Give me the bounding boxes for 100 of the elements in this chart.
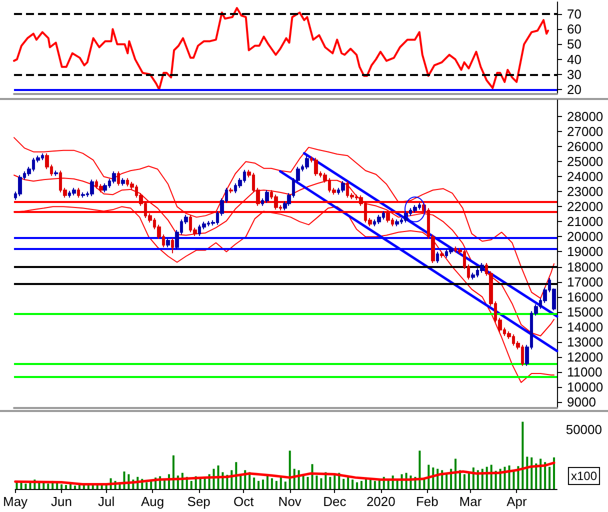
bar [374,480,376,489]
x-tick-label: Sep [187,494,210,509]
bar [356,482,358,489]
bar [418,450,421,489]
candlestick [229,187,233,194]
candlestick [103,182,107,193]
y-tick-label: 17000 [567,274,604,290]
bar [360,480,363,489]
bar [540,458,542,489]
y-tick-label: 25000 [567,154,604,170]
bar [258,480,260,489]
x-tick-label: Aug [141,494,164,509]
candlestick [54,170,58,176]
bar [150,480,152,489]
y-tick-label: 16000 [567,289,604,304]
bar [235,462,238,489]
y-tick-label: 40 [567,52,582,67]
bar [342,478,345,489]
candlestick [440,251,444,258]
bar [288,450,291,489]
bar [74,486,76,489]
candlestick [166,238,170,248]
bar [172,455,174,489]
x-tick-label: 2020 [366,494,396,509]
bar [38,482,40,489]
bar [284,482,286,489]
bar [306,476,309,489]
bar [526,456,528,489]
x-tick-label: Nov [278,494,302,509]
bar [146,482,148,489]
bar [320,478,322,489]
candlestick [99,184,103,193]
candlestick [90,179,94,197]
x-tick-label: Dec [323,494,347,509]
x-tick-label: Apr [506,494,528,509]
y-tick-label: 20000 [567,229,604,244]
bar [329,476,332,489]
y-tick-label: 28000 [567,109,604,124]
candlestick [314,157,318,176]
bar [316,476,318,489]
bar [454,458,457,489]
bar [530,457,533,489]
candlestick [341,180,345,193]
bar [311,464,314,489]
candlestick [81,192,85,198]
candlestick [305,155,309,170]
y-tick-label: 9000 [567,394,596,410]
candlestick [377,214,381,224]
y-tick-label: 50 [567,36,582,52]
y-tick-label: 22000 [567,199,604,214]
y-tick-label: 18000 [567,259,604,274]
y-tick-label: 24000 [567,169,604,184]
x-tick-label: May [3,494,28,509]
y-tick-label: 11000 [567,364,602,380]
candlestick [77,187,80,198]
bar [262,480,264,489]
x-tick-label: Jul [98,494,115,509]
candlestick [395,218,399,227]
bar [270,478,273,489]
y-tick-label: 14000 [567,319,604,334]
y-tick-label: 15000 [567,304,604,320]
candlestick [265,190,269,204]
candlestick [274,194,278,210]
x-tick-label: Oct [233,494,254,509]
bar [47,484,50,489]
y-tick-label: 70 [567,6,582,22]
bar [548,466,551,489]
bar [463,474,466,489]
x-tick-label: Feb [416,494,438,509]
y-tick-label: 20 [567,82,582,97]
y-tick-label: 27000 [567,124,604,140]
candlestick [449,246,453,254]
bar [266,476,268,489]
bar [275,480,278,489]
bar [56,482,58,489]
bar [190,480,192,489]
text: x100 [570,469,598,483]
y-tick-label: 10000 [567,379,604,394]
candlestick [436,251,439,264]
candlestick [386,210,390,223]
bar [334,476,336,489]
candlestick [112,170,116,184]
y-tick-label: 19000 [567,244,604,260]
candlestick [72,187,76,196]
candlestick [18,174,22,197]
bar [553,457,556,489]
candlestick [480,262,484,274]
bar [60,484,63,489]
y-tick-label: 30 [567,66,582,82]
candlestick [121,178,125,186]
x-tick-label: Mar [459,494,482,509]
x-tick-label: Jun [51,494,72,509]
y-tick-label: 23000 [567,184,604,200]
bar [280,476,282,489]
candlestick [117,170,120,186]
line-series [13,7,550,90]
bar [24,484,27,489]
y-tick-label: 26000 [567,139,604,154]
bar [535,463,538,489]
bar [522,422,524,489]
